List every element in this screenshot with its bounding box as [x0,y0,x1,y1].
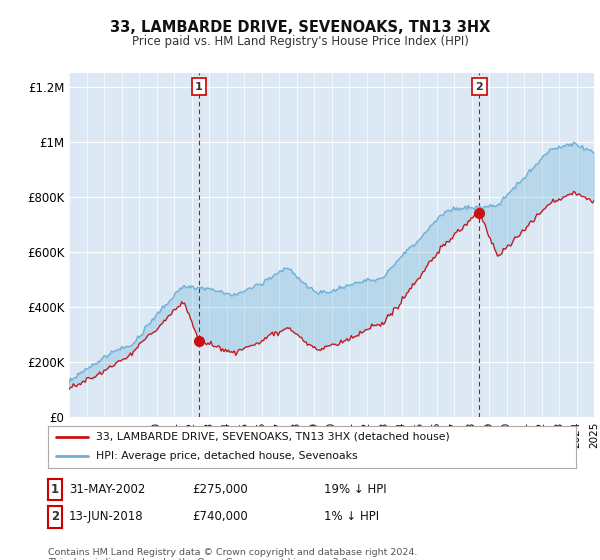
Text: 2: 2 [51,510,59,524]
Text: 1: 1 [51,483,59,496]
Text: Contains HM Land Registry data © Crown copyright and database right 2024.
This d: Contains HM Land Registry data © Crown c… [48,548,418,560]
Text: 1% ↓ HPI: 1% ↓ HPI [324,510,379,524]
Text: HPI: Average price, detached house, Sevenoaks: HPI: Average price, detached house, Seve… [95,451,357,461]
Text: 19% ↓ HPI: 19% ↓ HPI [324,483,386,496]
Text: Price paid vs. HM Land Registry's House Price Index (HPI): Price paid vs. HM Land Registry's House … [131,35,469,48]
Text: 31-MAY-2002: 31-MAY-2002 [69,483,145,496]
Text: £275,000: £275,000 [192,483,248,496]
Text: 13-JUN-2018: 13-JUN-2018 [69,510,143,524]
Text: £740,000: £740,000 [192,510,248,524]
Text: 33, LAMBARDE DRIVE, SEVENOAKS, TN13 3HX (detached house): 33, LAMBARDE DRIVE, SEVENOAKS, TN13 3HX … [95,432,449,442]
Text: 1: 1 [195,82,203,92]
Text: 33, LAMBARDE DRIVE, SEVENOAKS, TN13 3HX: 33, LAMBARDE DRIVE, SEVENOAKS, TN13 3HX [110,20,490,35]
Text: 2: 2 [476,82,483,92]
